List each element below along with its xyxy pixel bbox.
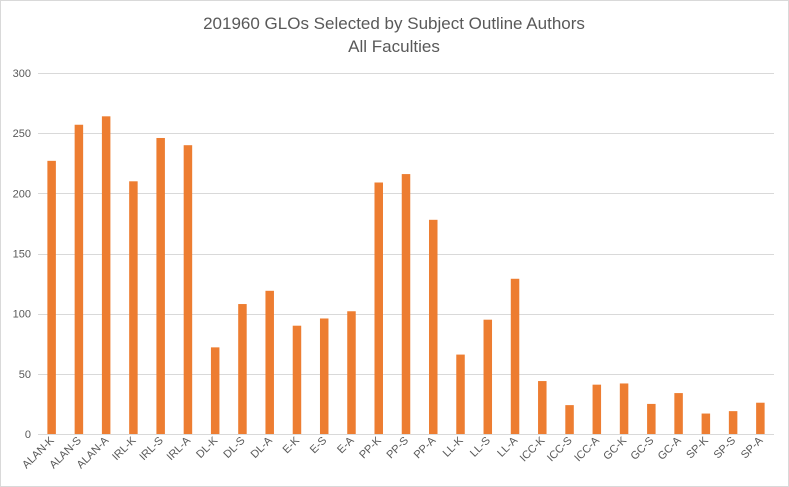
y-tick-label: 150 bbox=[13, 249, 31, 261]
bar-ll-s bbox=[483, 319, 493, 434]
chart-title: 201960 GLOs Selected by Subject Outline … bbox=[203, 14, 585, 33]
bar-gc-a bbox=[674, 393, 683, 434]
y-tick-label: 250 bbox=[13, 128, 31, 140]
bar-icc-s bbox=[565, 405, 574, 434]
y-tick-label: 100 bbox=[13, 309, 31, 321]
bar-pp-a bbox=[429, 219, 438, 434]
bar-e-s bbox=[319, 318, 329, 434]
bar-icc-k bbox=[538, 381, 547, 434]
x-tick-label: IRL-S bbox=[137, 435, 165, 463]
x-tick-label: DL-K bbox=[194, 434, 221, 461]
bar-gc-s bbox=[647, 403, 656, 434]
bar-alan-s bbox=[74, 124, 84, 434]
x-tick-label: GC-S bbox=[629, 435, 657, 463]
bar-pp-k bbox=[374, 182, 383, 434]
y-axis-ticks: 0 50 100 150 200 250 300 bbox=[13, 68, 31, 441]
y-tick-label: 300 bbox=[13, 68, 31, 80]
bar-e-k bbox=[292, 325, 302, 434]
bars bbox=[47, 116, 765, 435]
bar-alan-a bbox=[101, 116, 111, 434]
x-tick-label: ICC-A bbox=[572, 434, 602, 464]
x-tick-label: GC-K bbox=[601, 434, 629, 462]
bar-irl-a bbox=[183, 145, 193, 434]
bar-ll-a bbox=[510, 278, 520, 434]
x-tick-label: ICC-K bbox=[518, 434, 548, 464]
x-tick-label: SP-A bbox=[739, 434, 766, 461]
x-tick-label: IRL-K bbox=[110, 434, 139, 463]
bar-dl-k bbox=[210, 347, 220, 434]
x-tick-label: DL-A bbox=[249, 434, 276, 461]
x-tick-label: PP-K bbox=[357, 434, 384, 461]
x-tick-label: ICC-S bbox=[545, 435, 575, 465]
bar-alan-k bbox=[47, 160, 56, 435]
bar-ll-k bbox=[456, 354, 465, 434]
bar-dl-a bbox=[265, 290, 274, 434]
x-tick-label: SP-S bbox=[712, 435, 739, 462]
x-tick-label: LL-K bbox=[441, 434, 466, 459]
bar-sp-k bbox=[701, 413, 711, 434]
bar-e-a bbox=[347, 311, 356, 434]
x-tick-label: PP-A bbox=[412, 434, 439, 461]
bar-sp-a bbox=[756, 402, 765, 434]
bar-pp-s bbox=[401, 174, 411, 434]
y-tick-label: 0 bbox=[25, 429, 31, 441]
x-tick-label: PP-S bbox=[384, 435, 411, 462]
x-tick-label: IRL-A bbox=[165, 434, 194, 463]
bar-gc-k bbox=[619, 383, 629, 434]
bar-irl-k bbox=[129, 181, 138, 434]
chart-subtitle: All Faculties bbox=[348, 37, 440, 56]
y-tick-label: 50 bbox=[19, 369, 31, 381]
x-tick-label: E-A bbox=[335, 434, 357, 456]
y-tick-label: 200 bbox=[13, 188, 31, 200]
bar-sp-s bbox=[728, 411, 738, 434]
x-tick-label: E-S bbox=[308, 435, 329, 456]
bar-dl-s bbox=[238, 304, 247, 434]
x-tick-label: E-K bbox=[281, 434, 303, 456]
bar-irl-s bbox=[156, 137, 165, 435]
x-tick-label: SP-K bbox=[684, 434, 711, 461]
x-tick-label: LL-S bbox=[468, 435, 493, 460]
x-tick-label: GC-A bbox=[656, 434, 684, 462]
x-tick-label: DL-S bbox=[221, 435, 247, 461]
bar-icc-a bbox=[592, 384, 602, 434]
